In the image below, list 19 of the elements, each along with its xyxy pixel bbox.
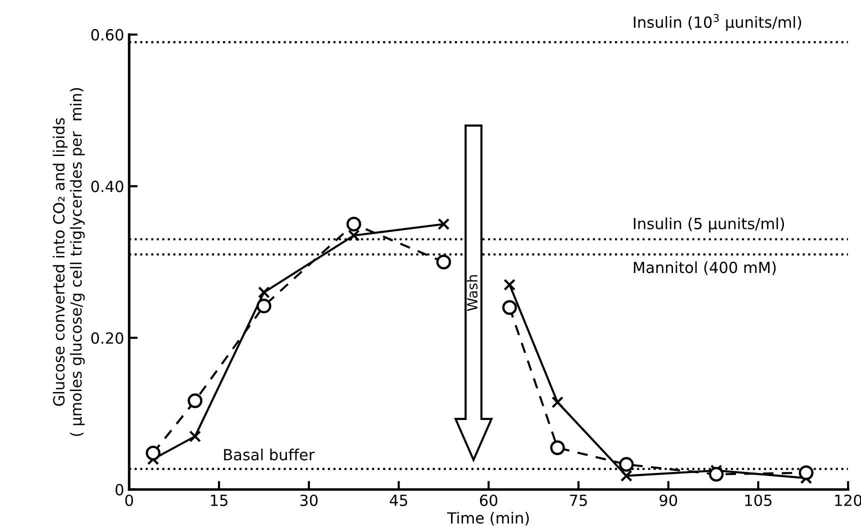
x-tick-label: 75 [570,494,587,506]
y-tick-label: 0.40 [91,180,124,192]
ref-line-label: Insulin (5 μunits/ml) [634,218,784,232]
ref-line-label: Basal buffer [224,448,315,460]
y-tick-label: 0 [116,484,124,496]
x-tick-label: 105 [745,494,772,506]
y-axis-title: Glucose converted into CO₂ and lipids ( μmoles glucose/g cell triglycerides per min) [52,88,85,436]
x-tick-label: 30 [300,494,318,506]
x-tick-label: 60 [480,494,498,506]
x-tick-label: 90 [660,494,678,506]
y-tick-label: 0.20 [91,332,124,344]
x-tick-label: 45 [390,494,408,506]
ref-line-label: Insulin (10$^{3}$ μunits/ml) [634,14,802,31]
x-tick-label: 15 [210,494,228,506]
y-tick-label: 0.60 [91,29,124,41]
annotation: Wash [466,275,478,311]
ref-line-label: Mannitol (400 mM) [634,261,776,275]
x-axis-title: Time (min) [447,512,529,526]
x-tick-label: 0 [125,494,133,506]
